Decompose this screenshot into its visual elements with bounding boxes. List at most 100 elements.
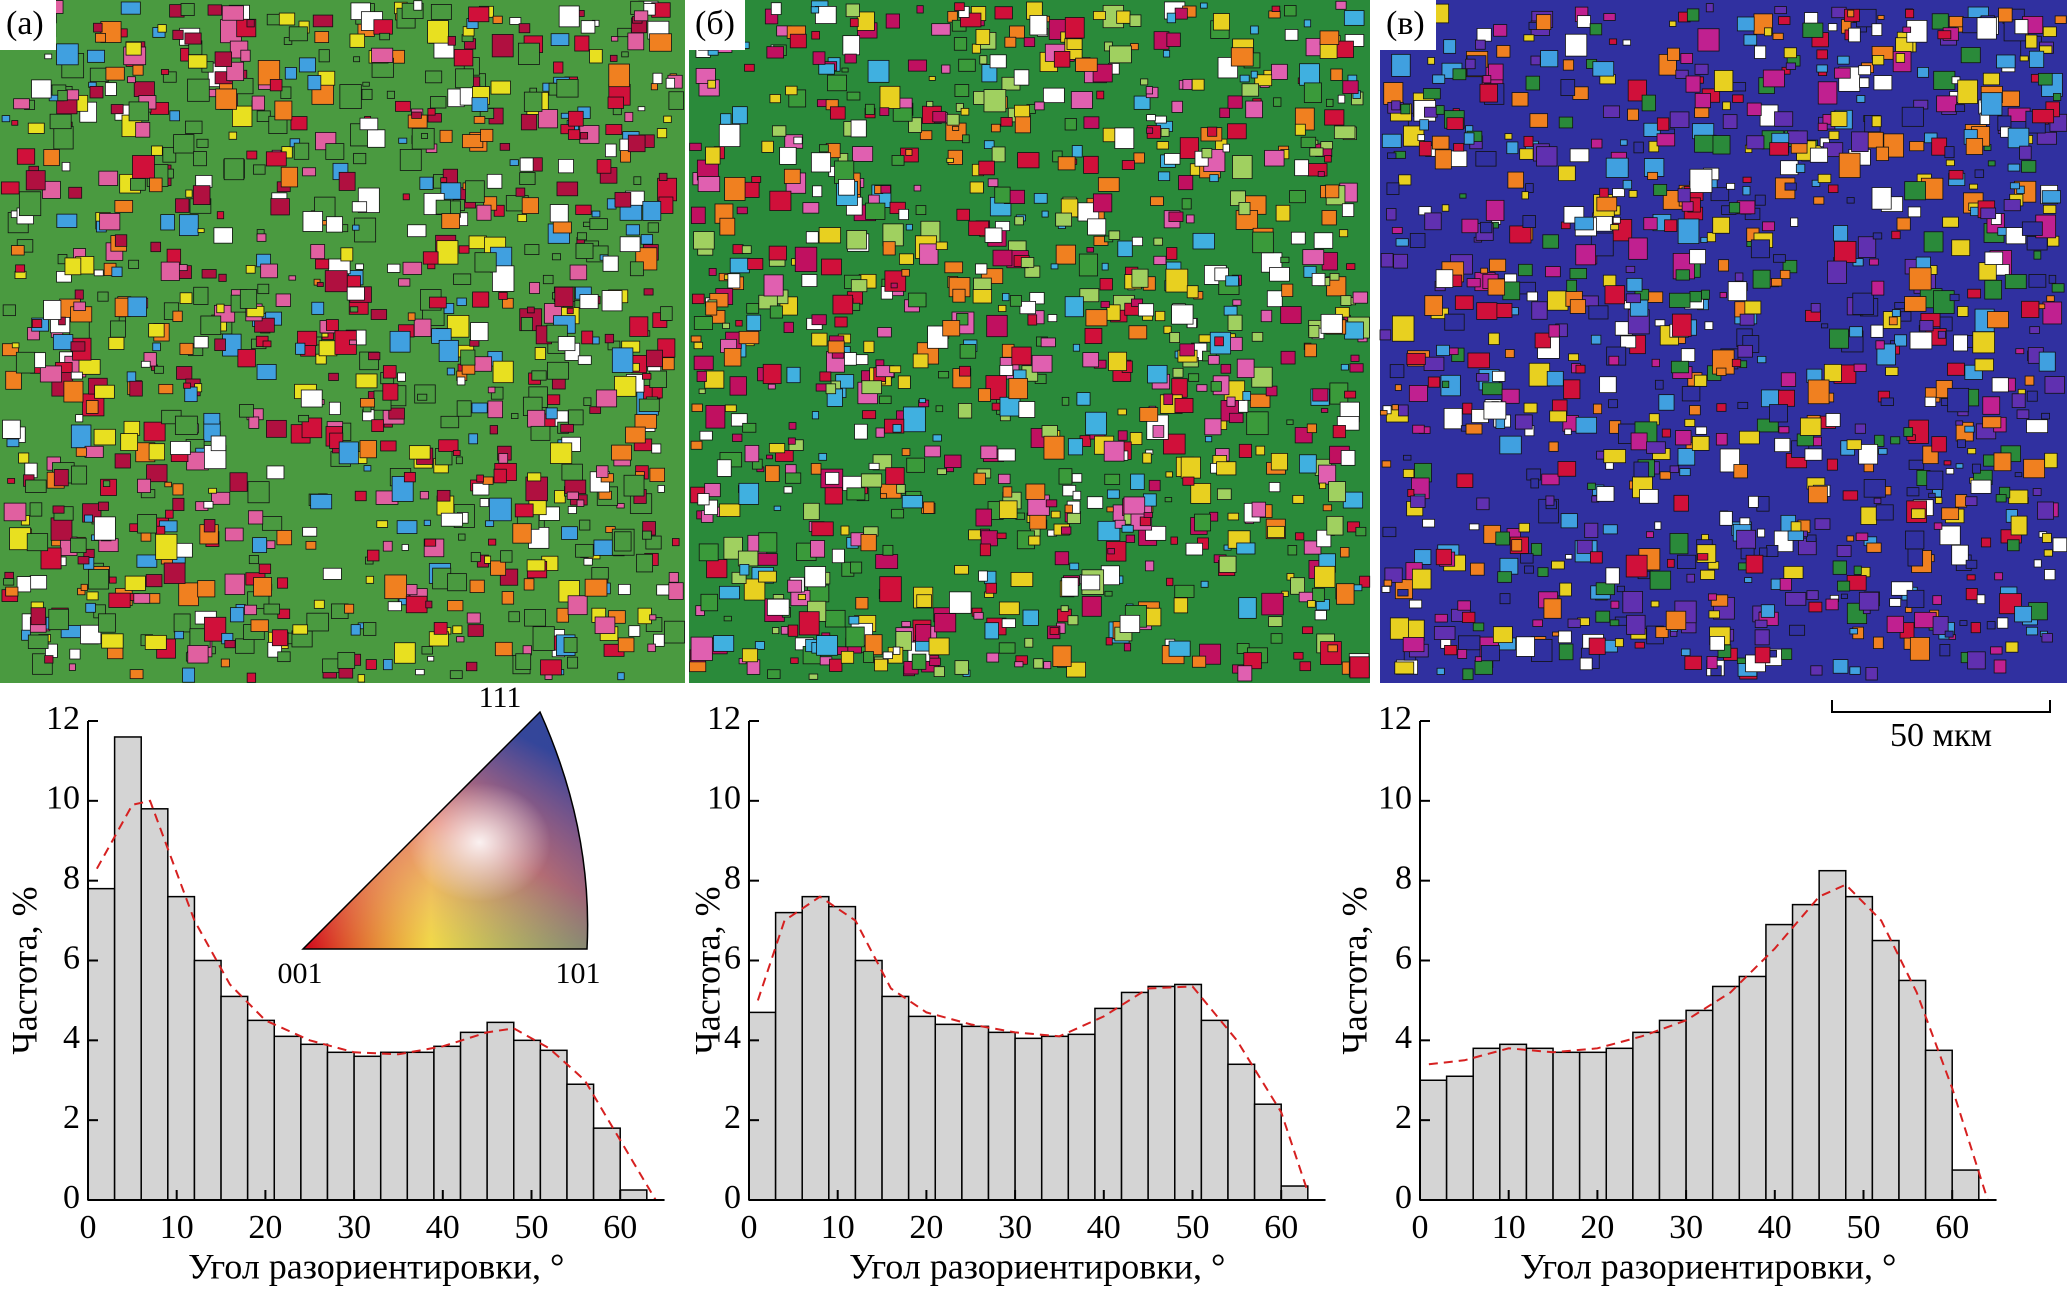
grain <box>389 330 411 353</box>
grain <box>1243 652 1262 670</box>
grain <box>879 85 901 109</box>
grain <box>978 388 991 402</box>
grain <box>1504 273 1518 284</box>
bar <box>881 995 910 1201</box>
grain <box>560 124 575 135</box>
grain <box>1778 16 1791 25</box>
grain <box>1495 531 1510 546</box>
grain <box>1832 659 1849 674</box>
grain <box>766 454 773 460</box>
grain <box>1434 613 1448 623</box>
grain <box>322 658 340 673</box>
grain <box>1192 232 1215 250</box>
grain <box>934 613 957 633</box>
x-tick-label: 50 <box>515 1209 549 1246</box>
grain <box>1448 347 1459 355</box>
bar <box>854 959 883 1201</box>
grain <box>1809 147 1828 163</box>
grain <box>999 364 1014 376</box>
grain <box>860 534 877 552</box>
grain <box>729 257 750 274</box>
x-tick-label: 0 <box>741 1209 758 1246</box>
grain <box>349 33 365 48</box>
grain <box>1047 314 1058 323</box>
grain <box>176 366 193 380</box>
grain <box>1140 78 1149 86</box>
grain <box>7 478 16 484</box>
grain <box>127 296 147 317</box>
grain <box>315 258 330 270</box>
grain <box>1402 637 1425 653</box>
grain <box>1665 610 1687 630</box>
grain <box>617 637 635 653</box>
grain <box>1166 32 1181 47</box>
grain <box>1654 319 1666 327</box>
grain <box>547 394 561 405</box>
grain <box>1965 138 1984 155</box>
grain <box>1951 544 1969 566</box>
grain <box>1873 636 1884 649</box>
grain <box>301 417 323 439</box>
grain <box>172 497 185 511</box>
grain <box>1326 98 1334 107</box>
grain <box>1461 218 1479 234</box>
grain <box>1355 526 1367 537</box>
grain <box>2014 605 2032 623</box>
grain <box>816 635 838 656</box>
grain <box>1457 649 1468 659</box>
grain <box>1885 366 1899 376</box>
grain <box>1904 296 1927 312</box>
grain <box>247 481 270 504</box>
grain <box>1192 655 1207 668</box>
grain <box>1990 646 2003 655</box>
grain <box>975 263 988 275</box>
grain <box>1972 331 1995 354</box>
grain <box>1236 542 1256 555</box>
grain <box>1379 410 1388 416</box>
grain <box>720 113 732 125</box>
grain <box>1200 2 1208 9</box>
grain <box>1959 620 1968 626</box>
grain <box>148 323 165 338</box>
grain <box>1909 331 1933 350</box>
grain <box>379 32 390 41</box>
grain <box>440 177 448 183</box>
grain <box>16 576 32 593</box>
grain <box>1944 630 1954 638</box>
grain <box>938 371 950 379</box>
grain <box>2042 204 2057 214</box>
grain <box>566 307 574 315</box>
grain <box>302 211 323 232</box>
grain <box>1117 240 1133 258</box>
grain <box>1716 367 1727 376</box>
grain <box>912 353 929 369</box>
grain <box>2023 458 2045 479</box>
grain <box>1746 135 1765 150</box>
grain <box>1944 146 1955 159</box>
grain <box>2016 185 2025 194</box>
grain <box>415 669 425 676</box>
grain <box>1754 629 1770 646</box>
grain <box>498 453 509 464</box>
grain <box>1154 115 1167 124</box>
grain <box>172 310 183 322</box>
grain <box>1391 227 1403 234</box>
grain <box>1066 38 1083 50</box>
grain <box>512 523 532 544</box>
grain <box>727 273 741 289</box>
grain <box>368 351 381 361</box>
grain <box>1566 279 1577 292</box>
grain <box>984 622 999 640</box>
grain <box>1677 188 1691 203</box>
grain <box>1993 452 2012 472</box>
grain <box>2007 539 2020 552</box>
grain <box>1397 589 1409 597</box>
grain <box>492 265 515 292</box>
grain <box>915 205 927 216</box>
grain <box>1552 631 1560 637</box>
grain <box>305 541 317 550</box>
grain <box>1472 622 1485 632</box>
grain <box>6 438 20 448</box>
grain <box>1305 37 1323 57</box>
fit-curve <box>95 799 657 1201</box>
